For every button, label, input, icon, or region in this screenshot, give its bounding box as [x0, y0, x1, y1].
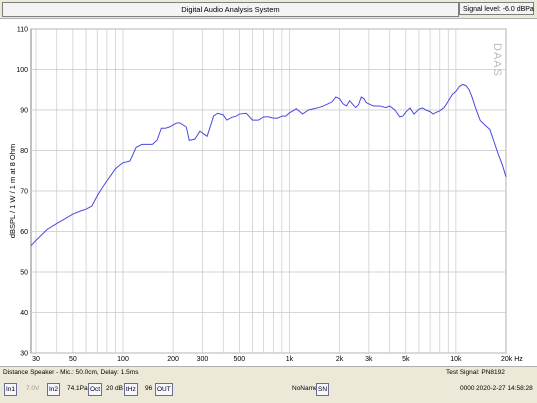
- test-signal: Test Signal: PN8192: [446, 369, 505, 376]
- thz-button[interactable]: tHz: [124, 383, 138, 396]
- grid: [31, 28, 507, 354]
- y-tick-label: 110: [17, 27, 28, 34]
- in2-button[interactable]: In2: [47, 383, 61, 396]
- status-bar-info: Distance Speaker - Mic.: 50.0cm, Delay: …: [0, 366, 537, 380]
- x-tick-label: 500: [234, 356, 246, 363]
- y-tick-label: 60: [20, 229, 28, 236]
- db-readout: 20 dB: [106, 385, 123, 392]
- signal-level: Signal level: -6.0 dBPa: [459, 2, 534, 15]
- title-bar: ⎙ Digital Audio Analysis System Signal l…: [0, 0, 537, 19]
- response-curve: [30, 83, 507, 247]
- y-tick-label: 30: [20, 351, 28, 358]
- x-tick-label: 200: [167, 356, 179, 363]
- x-tick-label: 10k: [450, 356, 462, 363]
- in1-button[interactable]: In1: [4, 383, 18, 396]
- x-tick-label: 300: [197, 356, 209, 363]
- oct-button[interactable]: Oct: [88, 383, 103, 396]
- x-tick-label: 30: [32, 356, 40, 363]
- frequency-response-chart: 30 50 100 200 300 500 1k 2k 3k 5k 10k 20k Hz 30 40 50…: [8, 27, 523, 364]
- x-tick-label: 50: [69, 356, 77, 363]
- y-tick-label: 80: [20, 148, 28, 155]
- y-tick-label: 50: [20, 270, 28, 277]
- datetime-readout: 2020-2-27 14:58:28: [476, 385, 533, 392]
- sn-button[interactable]: SN: [316, 383, 330, 396]
- y-tick-label: 40: [20, 310, 28, 317]
- watermark: DAAS: [491, 43, 503, 77]
- y-tick-label: 90: [20, 108, 28, 115]
- out-button[interactable]: OUT: [155, 383, 173, 396]
- x-tick-labels: 30 50 100 200 300 500 1k 2k 3k 5k 10k 20k Hz: [32, 356, 523, 363]
- x-tick-label: 3k: [365, 356, 373, 363]
- resolution-readout: 96: [145, 385, 153, 392]
- y-tick-labels: 30 40 50 60 70 80 90 100 110: [16, 27, 28, 358]
- counter-readout: 0000: [460, 385, 475, 392]
- y-tick-label: 100: [16, 67, 28, 74]
- pa-readout: 74.1Pa: [67, 385, 88, 392]
- distance-info: Distance Speaker - Mic.: 50.0cm, Delay: …: [3, 369, 139, 376]
- x-tick-label: 1k: [286, 356, 294, 363]
- app-title: Digital Audio Analysis System: [2, 2, 459, 17]
- y-axis-label: dBSPL / 1 W / 1 m at 8 Ohm: [8, 144, 17, 238]
- x-tick-label: 20k Hz: [501, 356, 523, 363]
- status-bar-controls: In1 7.0V In2 74.1Pa Oct 20 dB tHz 96 OUT…: [0, 379, 537, 403]
- y-tick-label: 70: [20, 189, 28, 196]
- x-tick-label: 2k: [336, 356, 344, 363]
- voltage-readout: 7.0V: [26, 385, 40, 392]
- noname-label: NoName: [292, 385, 318, 392]
- x-tick-label: 100: [117, 356, 129, 363]
- x-tick-label: 5k: [402, 356, 410, 363]
